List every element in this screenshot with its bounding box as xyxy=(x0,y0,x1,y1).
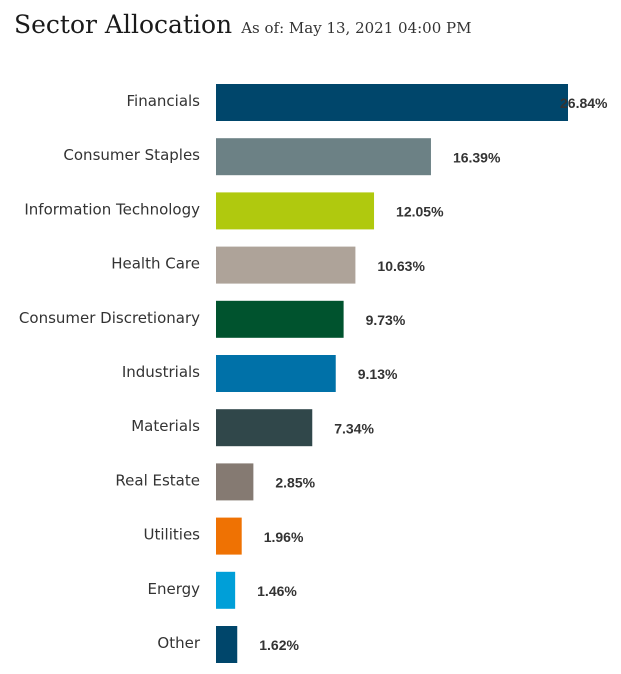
bar-utilities[interactable] xyxy=(216,517,242,555)
as-of-date: As of: May 13, 2021 04:00 PM xyxy=(241,19,472,37)
value-label: 12.05% xyxy=(396,204,444,220)
bar-industrials[interactable] xyxy=(216,355,336,392)
value-label: 16.39% xyxy=(453,149,501,165)
bar-consumer-discretionary[interactable] xyxy=(216,300,344,338)
category-label: Materials xyxy=(131,417,200,435)
bar-materials[interactable] xyxy=(216,409,313,447)
category-label: Energy xyxy=(147,580,200,598)
bar-energy[interactable] xyxy=(216,571,236,609)
category-label: Consumer Staples xyxy=(63,146,200,164)
category-label: Utilities xyxy=(144,526,201,544)
value-label: 1.46% xyxy=(257,583,297,599)
category-label: Real Estate xyxy=(115,471,200,489)
value-label: 9.13% xyxy=(358,366,398,382)
bar-financials[interactable] xyxy=(216,84,568,121)
bar-other[interactable] xyxy=(216,626,238,663)
value-label: 1.62% xyxy=(259,637,299,653)
value-label: 7.34% xyxy=(334,420,374,436)
value-label: 26.84% xyxy=(560,95,608,111)
bar-information-technology[interactable] xyxy=(216,192,375,230)
category-label: Consumer Discretionary xyxy=(19,309,200,327)
category-label: Information Technology xyxy=(24,200,200,218)
category-label: Other xyxy=(157,634,200,652)
value-label: 10.63% xyxy=(377,258,425,274)
category-label: Health Care xyxy=(111,255,200,273)
bar-consumer-staples[interactable] xyxy=(216,138,431,176)
value-label: 2.85% xyxy=(275,475,315,491)
chart-title: Sector Allocation xyxy=(14,10,233,39)
bar-real-estate[interactable] xyxy=(216,463,254,501)
value-label: 9.73% xyxy=(366,312,406,328)
chart-header: Sector Allocation As of: May 13, 2021 04… xyxy=(14,10,471,39)
bar-health-care[interactable] xyxy=(216,246,356,284)
category-label: Financials xyxy=(127,92,201,110)
category-label: Industrials xyxy=(122,363,200,381)
value-label: 1.96% xyxy=(264,529,304,545)
